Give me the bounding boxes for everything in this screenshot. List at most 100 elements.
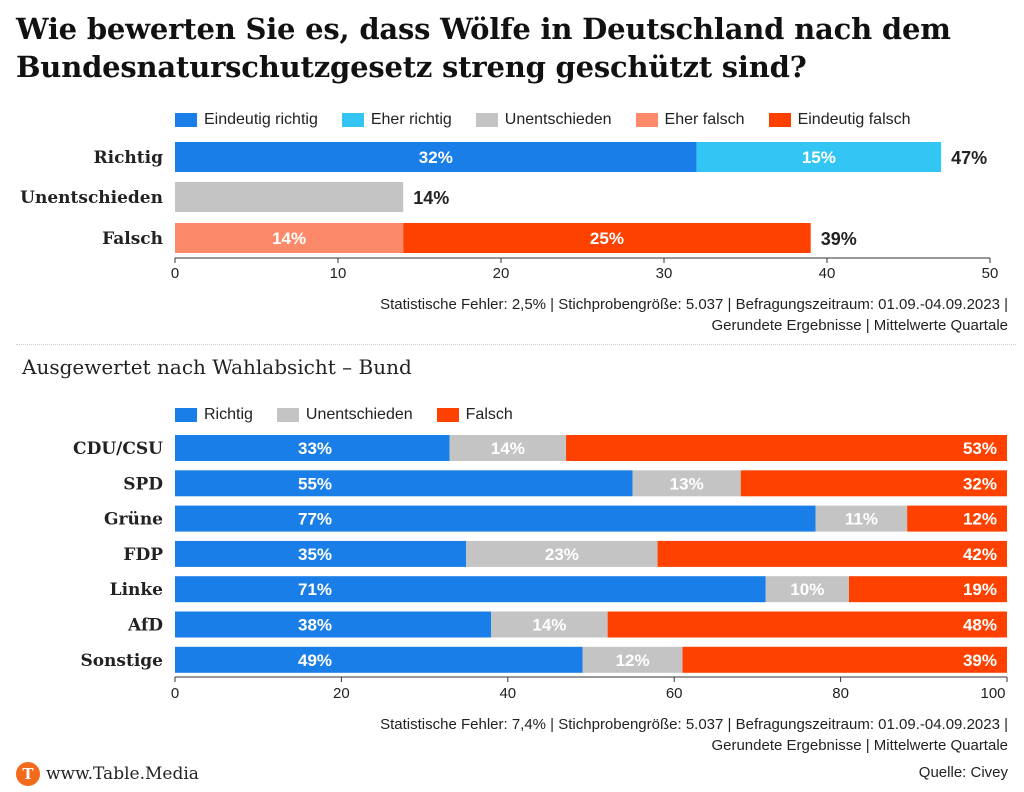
legend-swatch: [175, 113, 197, 127]
bar-value-label: 10%: [790, 580, 824, 599]
legend-chart2: Richtig Unentschieden Falsch: [175, 406, 537, 424]
bar-segment-richtig: [175, 435, 450, 461]
bar-segment-falsch: [607, 611, 1007, 638]
bar-segment-richtig: [175, 611, 492, 638]
bar-segment-unentschieden: [491, 611, 608, 638]
x-tick-label: 50: [982, 265, 999, 282]
brand-url: www.Table.Media: [46, 764, 199, 784]
category-label-richtig: Richtig: [94, 148, 164, 168]
category-label-grüne: Grüne: [104, 510, 163, 530]
bar-segment-unentschieden: [175, 182, 404, 212]
bar-value-label: 39%: [963, 651, 997, 670]
legend-item-eindeutig-falsch: Eindeutig falsch: [768, 111, 911, 129]
total-label-falsch: 39%: [821, 229, 857, 249]
bar-value-label: 15%: [802, 148, 836, 167]
bar-value-label: 48%: [963, 616, 997, 635]
bar-value-label: 14%: [491, 439, 525, 458]
source-note: Quelle: Civey: [918, 764, 1008, 781]
legend-item-eher-falsch: Eher falsch: [635, 111, 745, 129]
category-label-afd: AfD: [127, 616, 163, 636]
legend-label: Eher richtig: [370, 111, 452, 128]
bar-segment-eher-falsch: [175, 223, 404, 253]
legend-swatch: [635, 113, 658, 127]
total-label-richtig: 47%: [951, 148, 987, 168]
bar-value-label: 38%: [298, 616, 332, 635]
bar-value-label: 25%: [590, 229, 624, 248]
bar-value-label: 19%: [963, 580, 997, 599]
bar-segment-richtig: [175, 646, 583, 673]
chart2-plot: CDU/CSU 33% 14% 53% SPD 55% 13% 32% Grüne 77% 11% 1…: [73, 435, 1008, 702]
category-label-spd: SPD: [123, 474, 163, 494]
bar-segment-falsch: [682, 646, 1007, 673]
bar-value-label: 14%: [532, 616, 566, 635]
legend-swatch: [341, 113, 364, 127]
legend-swatch: [175, 408, 197, 422]
bar-value-label: 53%: [963, 439, 997, 458]
legend-chart1: Eindeutig richtig Eher richtig Unentschied…: [175, 111, 935, 129]
bar-value-label: 55%: [298, 474, 332, 493]
bar-value-label: 32%: [963, 474, 997, 493]
footnote-chart1-line1: Statistische Fehler: 2,5% | Stichprobeng…: [380, 296, 1008, 313]
bar-segment-eindeutig-falsch: [403, 223, 811, 253]
footnote-chart1-line2: Gerundete Ergebnisse | Mittelwerte Quart…: [711, 317, 1008, 334]
chart2-subtitle: Ausgewertet nach Wahlabsicht – Bund: [22, 355, 412, 379]
footnote-chart2-line2: Gerundete Ergebnisse | Mittelwerte Quart…: [711, 737, 1008, 754]
bar-segment-richtig: [175, 470, 633, 497]
legend-label: Eindeutig falsch: [797, 111, 911, 128]
bar-segment-unentschieden: [449, 435, 567, 461]
legend-item-eindeutig-richtig: Eindeutig richtig: [175, 111, 318, 129]
legend-item-unentschieden: Unentschieden: [475, 111, 612, 129]
bar-segment-unentschieden: [632, 470, 741, 497]
category-label-fdp: FDP: [123, 545, 163, 565]
x-tick-label: 20: [333, 685, 350, 702]
bar-segment-falsch: [566, 435, 1007, 461]
bar-segment-eindeutig-richtig: [175, 142, 697, 172]
bar-value-label: 71%: [298, 580, 332, 599]
chart-title: Wie bewerten Sie es, dass Wölfe in Deuts…: [16, 12, 951, 84]
category-label-linke: Linke: [110, 580, 164, 600]
legend-swatch: [436, 408, 459, 422]
legend-swatch: [475, 113, 498, 127]
legend-label: Eher falsch: [664, 111, 745, 128]
brand: T www.Table.Media: [16, 762, 199, 786]
legend-swatch: [768, 113, 791, 127]
bar-value-label: 77%: [298, 510, 332, 529]
x-tick-label: 80: [832, 685, 849, 702]
legend-item-eher-richtig: Eher richtig: [341, 111, 452, 129]
legend-label: Eindeutig richtig: [204, 111, 318, 128]
legend-swatch: [276, 408, 299, 422]
bar-segment-falsch: [657, 540, 1007, 567]
legend-item-unentschieden: Unentschieden: [276, 406, 413, 424]
legend-label: Unentschieden: [305, 406, 413, 423]
x-tick-label: 0: [171, 265, 179, 282]
bar-value-label: 11%: [845, 510, 878, 529]
footnote-chart2-line1: Statistische Fehler: 7,4% | Stichprobeng…: [380, 716, 1008, 733]
bar-value-label: 12%: [963, 510, 997, 529]
category-label-falsch: Falsch: [102, 229, 163, 249]
bar-segment-unentschieden: [765, 576, 849, 603]
bar-value-label: 13%: [670, 474, 704, 493]
section-divider: [16, 344, 1016, 345]
bar-segment-falsch: [740, 470, 1007, 497]
legend-label: Unentschieden: [504, 111, 612, 128]
bar-segment-eher-richtig: [696, 142, 942, 172]
bar-value-label: 12%: [616, 651, 650, 670]
bar-value-label: 32%: [419, 148, 453, 167]
bar-value-label: 35%: [298, 545, 332, 564]
bar-segment-falsch: [907, 505, 1007, 532]
legend-label: Falsch: [465, 406, 513, 423]
legend-label: Richtig: [204, 406, 253, 423]
bar-value-label: 23%: [545, 545, 579, 564]
bar-segment-falsch: [848, 576, 1007, 603]
chart1-plot: Richtig 32% 15% 47% Unentschieden 14% Falsch 14…: [20, 142, 999, 282]
x-tick-label: 100: [980, 685, 1005, 702]
bar-value-label: 49%: [298, 651, 332, 670]
bar-segment-unentschieden: [582, 646, 683, 673]
bar-segment-unentschieden: [466, 540, 658, 567]
x-tick-label: 20: [493, 265, 510, 282]
footnote-chart2: Statistische Fehler: 7,4% | Stichprobeng…: [380, 714, 1008, 756]
bar-segment-richtig: [175, 505, 816, 532]
x-tick-label: 60: [666, 685, 683, 702]
total-label-unentschieden: 14%: [413, 188, 449, 208]
category-label-unentschieden: Unentschieden: [20, 188, 163, 208]
